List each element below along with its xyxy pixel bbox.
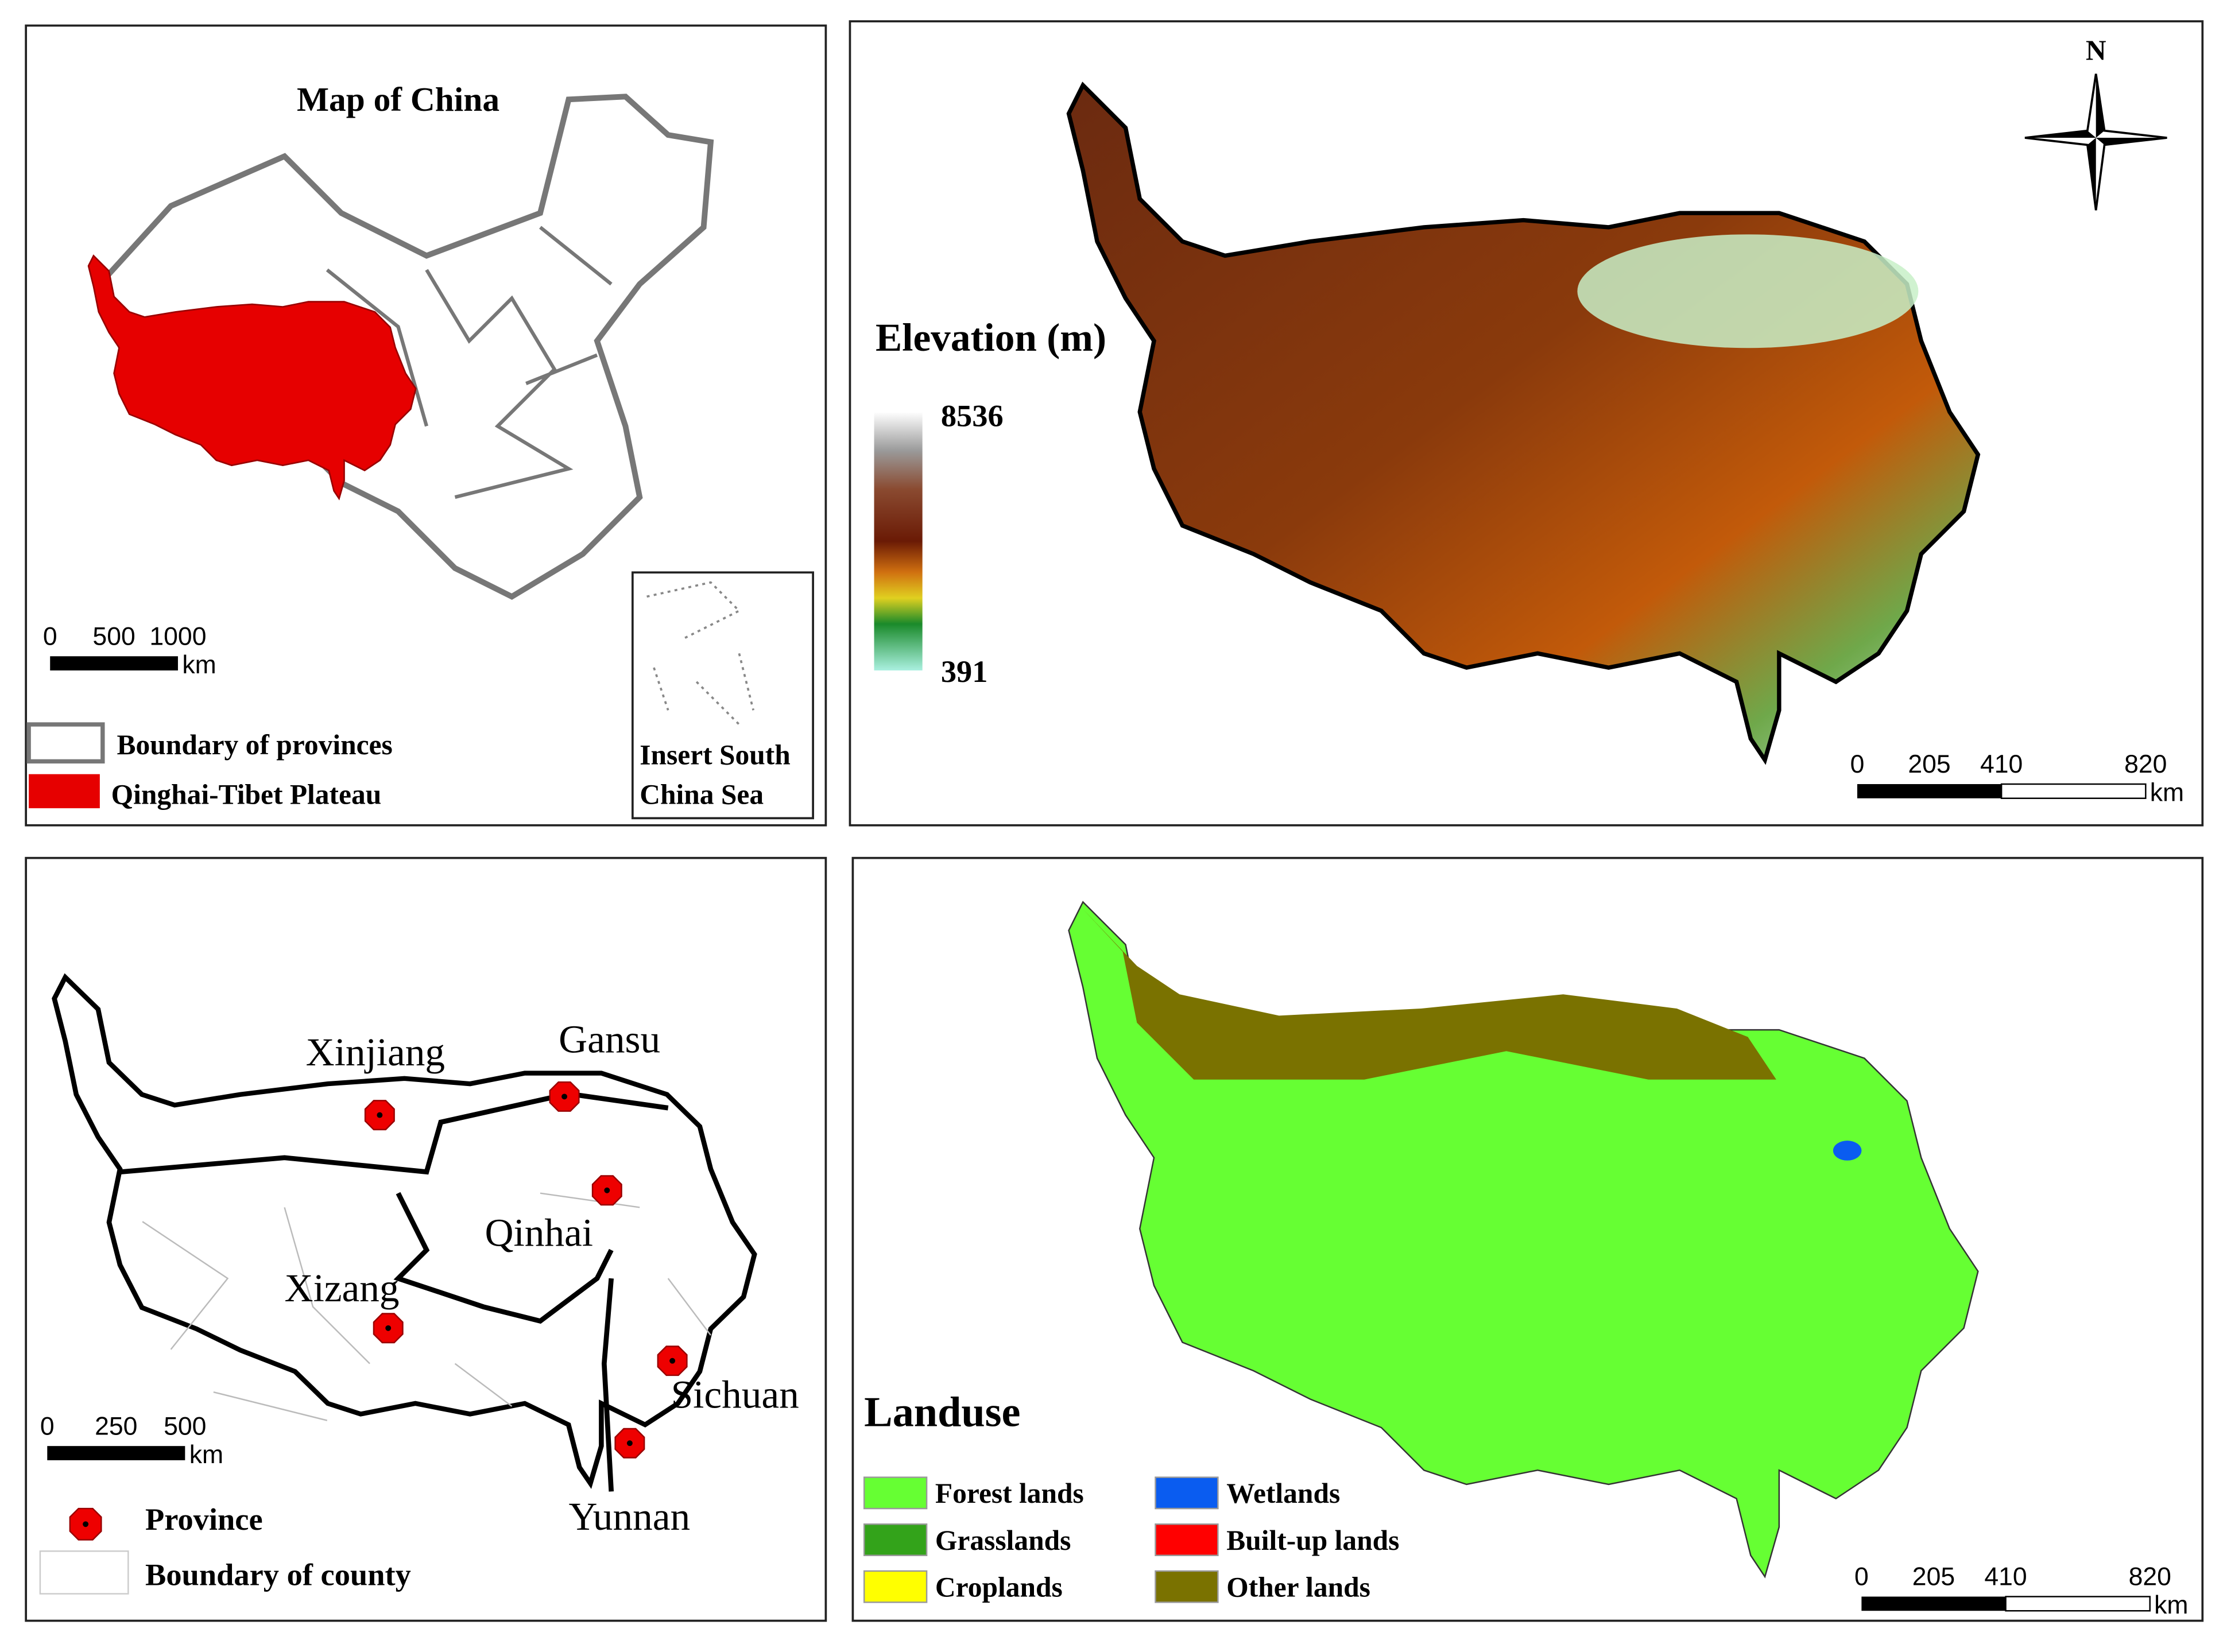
legend-swatch	[863, 1570, 928, 1603]
legend-label: Croplands	[935, 1571, 1063, 1603]
scale-label: 500	[164, 1412, 206, 1440]
panel-frame	[851, 856, 2204, 1622]
scale-label: 820	[2124, 750, 2167, 778]
scale-bar-light	[2000, 783, 2147, 799]
scale-label: 0	[1850, 750, 1865, 778]
north-label: N	[2086, 34, 2106, 66]
scale-label: 250	[95, 1412, 137, 1440]
map-title: Map of China	[297, 80, 499, 118]
inset-label: Insert South	[640, 739, 791, 770]
province-label: Xinjiang	[306, 1030, 445, 1074]
inset-frame	[631, 571, 814, 820]
north-arrow: N	[2024, 34, 2167, 211]
panel-frame	[25, 24, 827, 827]
legend-label: Province	[145, 1502, 263, 1537]
ramp-max: 8536	[941, 398, 1004, 433]
elevation-raster	[1069, 85, 1978, 759]
scale-label: 410	[1980, 750, 2023, 778]
legend-swatch	[863, 1476, 928, 1510]
scale-label: 410	[1984, 1563, 2027, 1591]
color-ramp	[874, 412, 923, 671]
province-marker-dot	[377, 1112, 383, 1118]
legend-swatch	[29, 774, 100, 809]
legend-swatch	[1155, 1523, 1219, 1556]
landuse-legend: Forest lands Grasslands Croplands Wetlands B…	[863, 1476, 1399, 1603]
scale-unit: km	[189, 1441, 223, 1469]
scale-label: 0	[43, 622, 57, 650]
county-boundaries	[142, 1192, 711, 1421]
legend-title: Landuse	[864, 1389, 1020, 1436]
inset-islands	[646, 581, 754, 726]
province-marker-dot	[604, 1187, 610, 1193]
province-marker-dot	[626, 1440, 633, 1447]
legend-label: Qinghai-Tibet Plateau	[111, 779, 382, 811]
panel-frame	[25, 856, 827, 1622]
legend-label: Wetlands	[1226, 1478, 1340, 1509]
scale-unit: km	[2154, 1591, 2188, 1619]
basin-area	[1577, 234, 1919, 348]
scale-label: 820	[2129, 1563, 2171, 1591]
province-marker-dot	[561, 1093, 568, 1100]
legend-marker-dot	[83, 1521, 89, 1527]
legend-label: Grasslands	[935, 1525, 1071, 1556]
province-label: Sichuan	[671, 1372, 799, 1416]
scale-label: 500	[92, 622, 135, 650]
landuse-wetland-area	[1833, 1141, 1862, 1161]
legend-label: Other lands	[1226, 1571, 1370, 1603]
scale-bar-dark	[47, 1446, 185, 1460]
scale-bar-dark	[1861, 1596, 2006, 1611]
scale-bar-light	[2005, 1596, 2151, 1612]
legend-swatch	[1155, 1476, 1219, 1510]
scale-label: 0	[1854, 1563, 1869, 1591]
ramp-min: 391	[941, 654, 988, 689]
legend-label: Built-up lands	[1226, 1525, 1399, 1556]
province-label: Xizang	[285, 1266, 400, 1310]
legend-swatch	[26, 722, 105, 764]
province-marker-dot	[385, 1325, 392, 1331]
province-label: Qinhai	[485, 1210, 593, 1254]
legend-swatch	[863, 1523, 928, 1556]
scale-label: 1000	[149, 622, 206, 650]
province-marker-dot	[669, 1358, 676, 1364]
scale-label: 205	[1912, 1563, 1955, 1591]
legend-label: Boundary of county	[145, 1557, 411, 1592]
province-boundaries	[121, 1091, 669, 1492]
province-label: Gansu	[559, 1017, 660, 1061]
plateau-shape	[87, 255, 417, 499]
legend-label: Forest lands	[935, 1478, 1084, 1509]
province-boundaries	[326, 226, 613, 499]
legend-swatch	[39, 1550, 129, 1595]
legend-swatch	[1155, 1570, 1219, 1603]
scale-label: 0	[40, 1412, 55, 1440]
scale-bar-dark	[1857, 784, 2002, 798]
scale-unit: km	[182, 651, 216, 679]
inset-label: China Sea	[640, 779, 764, 811]
panel-frame	[849, 20, 2204, 827]
province-label: Yunnan	[568, 1494, 690, 1538]
legend-title: Elevation (m)	[876, 315, 1106, 359]
scale-unit: km	[2150, 779, 2184, 807]
scale-bar-dark	[50, 656, 178, 671]
scale-label: 205	[1908, 750, 1950, 778]
landuse-other-area	[1083, 909, 1776, 1080]
province-markers: Xinjiang Gansu Qinhai Xizang Sichuan Yunnan	[285, 1017, 799, 1538]
legend-label: Boundary of provinces	[117, 729, 393, 761]
